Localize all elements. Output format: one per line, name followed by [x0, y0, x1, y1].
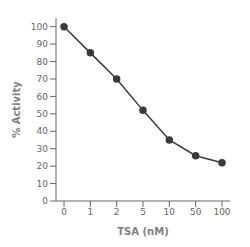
svg-text:50: 50 [190, 207, 202, 217]
svg-text:100: 100 [31, 22, 48, 32]
svg-text:5: 5 [140, 207, 146, 217]
svg-text:30: 30 [37, 144, 49, 154]
svg-text:50: 50 [37, 109, 49, 119]
svg-text:0: 0 [61, 207, 67, 217]
svg-text:0: 0 [42, 196, 48, 206]
svg-text:10: 10 [37, 179, 49, 189]
svg-text:90: 90 [37, 39, 49, 49]
svg-text:TSA (nM): TSA (nM) [117, 226, 168, 237]
svg-text:1: 1 [87, 207, 93, 217]
svg-text:70: 70 [37, 74, 49, 84]
svg-text:80: 80 [37, 57, 49, 67]
svg-text:2: 2 [114, 207, 120, 217]
svg-text:% Activity: % Activity [11, 81, 22, 138]
svg-text:60: 60 [37, 92, 49, 102]
svg-text:20: 20 [37, 161, 49, 171]
svg-text:40: 40 [37, 126, 49, 136]
svg-text:100: 100 [213, 207, 230, 217]
svg-text:10: 10 [164, 207, 176, 217]
